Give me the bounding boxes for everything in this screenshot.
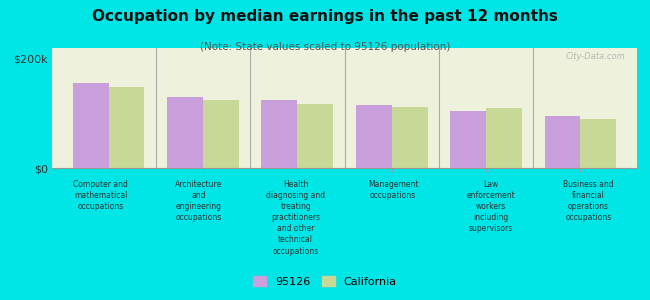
- Bar: [203, 100, 239, 168]
- Bar: [167, 97, 203, 168]
- Bar: [261, 100, 297, 168]
- Text: Occupation by median earnings in the past 12 months: Occupation by median earnings in the pas…: [92, 9, 558, 24]
- Bar: [545, 116, 580, 168]
- Bar: [73, 83, 109, 168]
- Bar: [486, 108, 522, 168]
- Bar: [356, 105, 392, 168]
- Text: Law
enforcement
workers
including
supervisors: Law enforcement workers including superv…: [467, 180, 515, 233]
- Text: Management
occupations: Management occupations: [368, 180, 419, 200]
- Bar: [392, 107, 428, 168]
- Text: Architecture
and
engineering
occupations: Architecture and engineering occupations: [175, 180, 222, 222]
- Text: Business and
financial
operations
occupations: Business and financial operations occupa…: [563, 180, 614, 222]
- Text: Health
diagnosing and
treating
practitioners
and other
technical
occupations: Health diagnosing and treating practitio…: [266, 180, 325, 256]
- Text: City-Data.com: City-Data.com: [566, 52, 625, 61]
- Bar: [297, 103, 333, 168]
- Bar: [580, 119, 616, 168]
- Bar: [109, 87, 144, 168]
- Bar: [450, 111, 486, 168]
- Text: (Note: State values scaled to 95126 population): (Note: State values scaled to 95126 popu…: [200, 42, 450, 52]
- Text: Computer and
mathematical
occupations: Computer and mathematical occupations: [73, 180, 128, 211]
- Legend: 95126, California: 95126, California: [248, 272, 402, 291]
